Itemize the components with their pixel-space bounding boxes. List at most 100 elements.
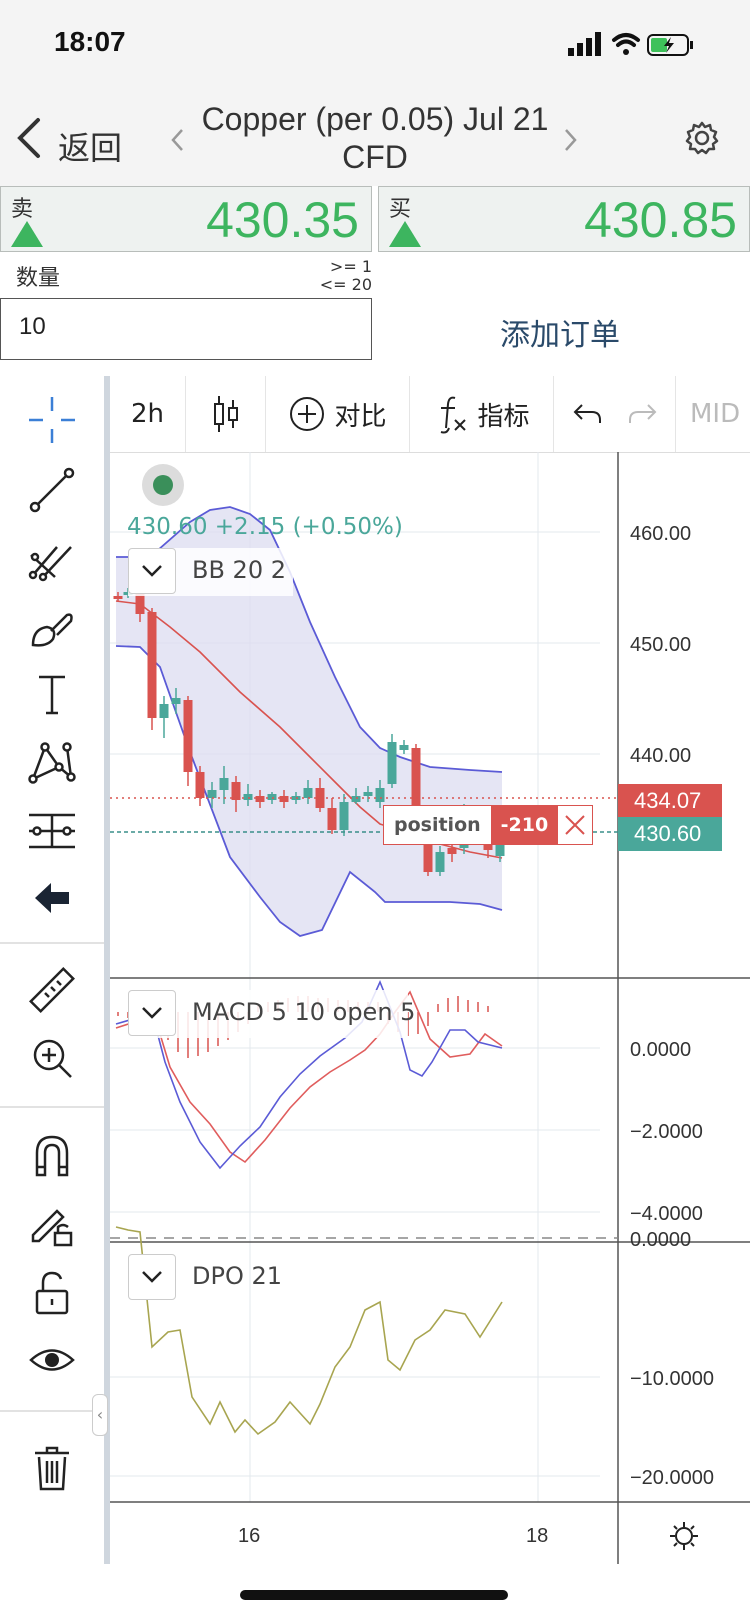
measure-range-icon[interactable] [22,802,82,858]
quantity-range: >= 1 <= 20 [300,258,372,294]
pattern-icon[interactable] [22,734,82,790]
battery-icon [647,34,693,56]
sell-price-button[interactable]: 卖 430.35 [0,186,372,252]
add-order-button[interactable]: 添加订单 [500,318,620,353]
candle-body [279,796,289,802]
compare-button[interactable]: 对比 [266,376,410,452]
candle-body [363,792,373,796]
candle-body [113,596,123,599]
trash-icon[interactable] [22,1440,82,1496]
price-tick: 460.00 [630,523,691,545]
zoom-in-icon[interactable] [22,1030,82,1086]
indicators-label: 指标 [477,401,530,432]
quantity-input[interactable]: 10 [0,298,372,360]
macd-label: MACD 5 10 open 5 [192,998,416,1026]
quote-summary: 430.60 +2.15 (+0.50%) [127,514,403,540]
candle-body [435,852,445,872]
quantity-max: <= 20 [319,275,372,294]
candle-body [135,592,145,614]
indicators-button[interactable]: 指标 [410,376,554,452]
arrow-left-icon[interactable] [22,870,82,926]
position-tag[interactable]: position -210 [383,805,593,845]
up-arrow-icon [389,221,421,247]
candle-body [207,790,217,798]
interval-button[interactable]: 2h [110,376,186,452]
macd-legend: MACD 5 10 open 5 [128,990,415,1038]
home-indicator [240,1590,508,1600]
magnet-icon[interactable] [22,1128,82,1184]
prev-instrument-icon[interactable] [170,128,186,152]
candle-body [375,788,385,802]
function-icon [441,396,467,434]
ruler-icon[interactable] [22,962,82,1018]
dpo-line [115,1226,503,1436]
candle-body [447,848,457,854]
compare-label: 对比 [334,401,387,432]
text-tool-icon[interactable] [22,666,82,722]
crosshair-icon[interactable] [22,392,82,448]
candlestick-icon [213,396,238,432]
up-arrow-icon [11,221,43,247]
price-tick: 440.00 [630,745,691,767]
position-qty: -210 [490,806,559,844]
back-chevron-icon[interactable] [14,116,44,160]
collapse-toolbar-handle[interactable]: ‹ [92,1394,108,1436]
candle-body [351,796,361,802]
dpo-tick: 0.0000 [630,1229,691,1251]
buy-price-button[interactable]: 买 430.85 [378,186,750,252]
candle-type-button[interactable] [186,376,266,452]
signal-icon [568,32,601,56]
pitchfork-icon[interactable] [22,530,82,586]
plus-circle-icon [290,397,325,431]
next-instrument-icon[interactable] [562,128,578,152]
chart-settings-icon[interactable] [670,1522,698,1550]
status-time: 18:07 [54,26,126,57]
dpo-label: DPO 21 [192,1262,283,1290]
macd-tick: −2.0000 [630,1121,703,1143]
position-label: position [394,814,481,836]
close-icon[interactable] [558,814,592,836]
candle-body [399,745,409,750]
trend-line-icon[interactable] [22,462,82,518]
tool-divider [0,1410,104,1412]
time-tick: 16 [238,1525,260,1547]
live-indicator-icon [142,464,184,506]
buy-price: 430.85 [584,192,737,248]
candle-body [195,772,205,798]
candle-body [159,704,169,718]
drawing-toolbar [0,376,104,1564]
candle-body [243,794,253,800]
candle-body [267,794,277,800]
candle-body [327,808,337,830]
undo-icon[interactable] [572,401,602,427]
eye-icon[interactable] [22,1332,82,1388]
quantity-label: 数量 [16,266,61,291]
sell-label: 卖 [11,197,34,222]
instrument-title: Copper (per 0.05) Jul 21 CFD [201,101,549,175]
status-bar [0,0,750,90]
chart-toolbar: 2h 对比 指标 MID [110,376,750,453]
chevron-down-icon[interactable] [128,990,176,1036]
chevron-down-icon[interactable] [128,548,176,594]
bb-label: BB 20 2 [192,556,286,584]
price-source-button[interactable]: MID [690,399,741,429]
candle-body [387,742,397,784]
sell-price: 430.35 [206,192,359,248]
macd-signal-line [115,979,503,1170]
brush-icon[interactable] [22,598,82,654]
toolbar-separator [104,376,110,1564]
time-tick: 18 [526,1525,548,1547]
price-tick: 450.00 [630,634,691,656]
nav-bar [0,90,750,186]
settings-gear-icon[interactable] [684,120,720,156]
chevron-down-icon[interactable] [128,1254,176,1300]
candle-body [303,788,313,798]
back-button[interactable]: 返回 [58,129,123,167]
lock-drawings-icon[interactable] [22,1196,82,1252]
candle-body [339,802,349,830]
unlock-icon[interactable] [22,1264,82,1320]
wifi-icon [612,33,640,55]
candle-body [219,778,229,790]
candle-body [171,698,181,704]
redo-icon[interactable] [628,401,658,427]
